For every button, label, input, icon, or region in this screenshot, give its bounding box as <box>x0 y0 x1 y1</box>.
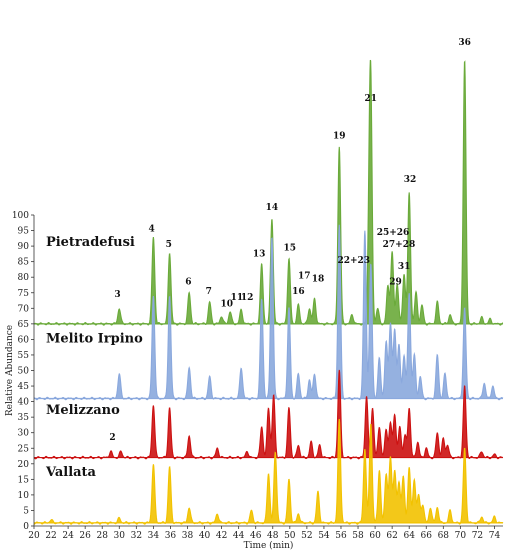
peak-label: 22+23 <box>337 256 370 266</box>
y-tick-label: 20 <box>18 460 30 470</box>
peak-label: 7 <box>206 287 212 297</box>
x-tick-label: 30 <box>114 531 126 541</box>
trace-melizzano <box>33 369 504 460</box>
x-tick-label: 36 <box>165 531 177 541</box>
x-tick-label: 38 <box>182 531 194 541</box>
x-tick-label: 66 <box>421 531 433 541</box>
y-tick-label: 35 <box>18 413 30 423</box>
y-tick-label: 65 <box>18 320 30 330</box>
x-tick-label: 28 <box>96 531 108 541</box>
peak-label: 6 <box>185 278 191 288</box>
trace-area <box>34 224 503 400</box>
trace-area <box>34 60 503 326</box>
y-tick-label: 90 <box>18 242 30 252</box>
y-tick-label: 5 <box>23 506 29 516</box>
axes-layer: 20 22 24 26 28 30 32 34 36 38 40 42 44 46 48 50 52 54 56 58… <box>12 211 503 541</box>
y-tick-label: 60 <box>18 335 30 345</box>
trace-area <box>34 419 503 525</box>
peak-label: 32 <box>404 175 417 185</box>
trace-pietradefusi <box>33 59 504 326</box>
y-tick-label: 70 <box>18 304 30 314</box>
peak-label: 36 <box>458 38 471 48</box>
trace-line <box>33 369 504 460</box>
y-tick-label: 100 <box>12 211 29 221</box>
x-tick-label: 58 <box>352 531 364 541</box>
y-tick-label: 80 <box>18 273 30 283</box>
peak-label: 11 <box>231 293 244 303</box>
peak-label: 14 <box>266 203 279 213</box>
sample-label: Melito Irpino <box>46 332 143 347</box>
y-tick-label: 75 <box>18 289 30 299</box>
x-tick-label: 60 <box>369 531 381 541</box>
y-tick-label: 15 <box>18 475 30 485</box>
y-tick-label: 55 <box>18 351 30 361</box>
traces-layer <box>33 59 504 525</box>
peak-label: 31 <box>398 262 411 272</box>
y-tick-label: 40 <box>18 398 30 408</box>
sample-label: Pietradefusi <box>46 235 135 250</box>
y-tick-label: 45 <box>18 382 30 392</box>
x-tick-label: 52 <box>301 531 312 541</box>
y-axis-title: Relative Abundance <box>5 325 15 416</box>
y-tick-label: 25 <box>18 444 30 454</box>
peak-label: 19 <box>333 131 346 141</box>
peak-label: 16 <box>292 287 305 297</box>
peak-label: 27+28 <box>383 240 416 250</box>
x-tick-label: 44 <box>233 531 245 541</box>
y-tick-label: 85 <box>18 258 30 268</box>
peak-label: 25+26 <box>377 228 410 238</box>
trace-melito-irpino <box>33 224 504 401</box>
peak-label: 3 <box>114 290 120 300</box>
x-tick-label: 22 <box>45 531 56 541</box>
sample-label: Vallata <box>45 465 97 480</box>
x-tick-label: 56 <box>335 531 347 541</box>
x-tick-label: 24 <box>62 531 74 541</box>
peak-label: 2 <box>109 433 115 443</box>
x-tick-label: 74 <box>489 531 501 541</box>
x-tick-label: 64 <box>403 531 415 541</box>
x-tick-label: 46 <box>250 531 262 541</box>
peak-label: 10 <box>220 299 233 309</box>
y-tick-label: 95 <box>18 227 30 237</box>
trace-vallata <box>33 419 504 525</box>
y-tick-label: 10 <box>18 491 30 501</box>
y-tick-label: 50 <box>18 367 30 377</box>
x-axis-title: Time (min) <box>244 540 294 550</box>
trace-line <box>33 59 504 326</box>
peak-label: 29 <box>389 278 402 288</box>
peak-label: 4 <box>149 225 155 235</box>
x-tick-label: 26 <box>79 531 91 541</box>
sample-label: Melizzano <box>46 403 120 418</box>
x-tick-label: 34 <box>148 531 160 541</box>
x-tick-label: 40 <box>199 531 211 541</box>
x-tick-label: 42 <box>216 531 227 541</box>
y-tick-label: 30 <box>18 429 30 439</box>
x-tick-label: 62 <box>386 531 397 541</box>
peak-label: 5 <box>166 240 172 250</box>
peak-label: 15 <box>284 243 297 253</box>
peak-label: 17 <box>298 271 311 281</box>
x-tick-label: 54 <box>318 531 330 541</box>
x-tick-label: 50 <box>284 531 296 541</box>
trace-area <box>34 369 503 459</box>
x-tick-label: 70 <box>455 531 467 541</box>
x-tick-label: 20 <box>28 531 40 541</box>
x-tick-label: 32 <box>131 531 142 541</box>
peak-label: 13 <box>253 250 266 260</box>
peak-label: 21 <box>365 94 378 104</box>
peak-label: 12 <box>241 293 254 303</box>
y-tick-label: 0 <box>23 522 29 532</box>
x-tick-label: 72 <box>472 531 483 541</box>
x-tick-label: 68 <box>438 531 450 541</box>
x-tick-label: 48 <box>267 531 279 541</box>
peak-label: 18 <box>312 274 325 284</box>
